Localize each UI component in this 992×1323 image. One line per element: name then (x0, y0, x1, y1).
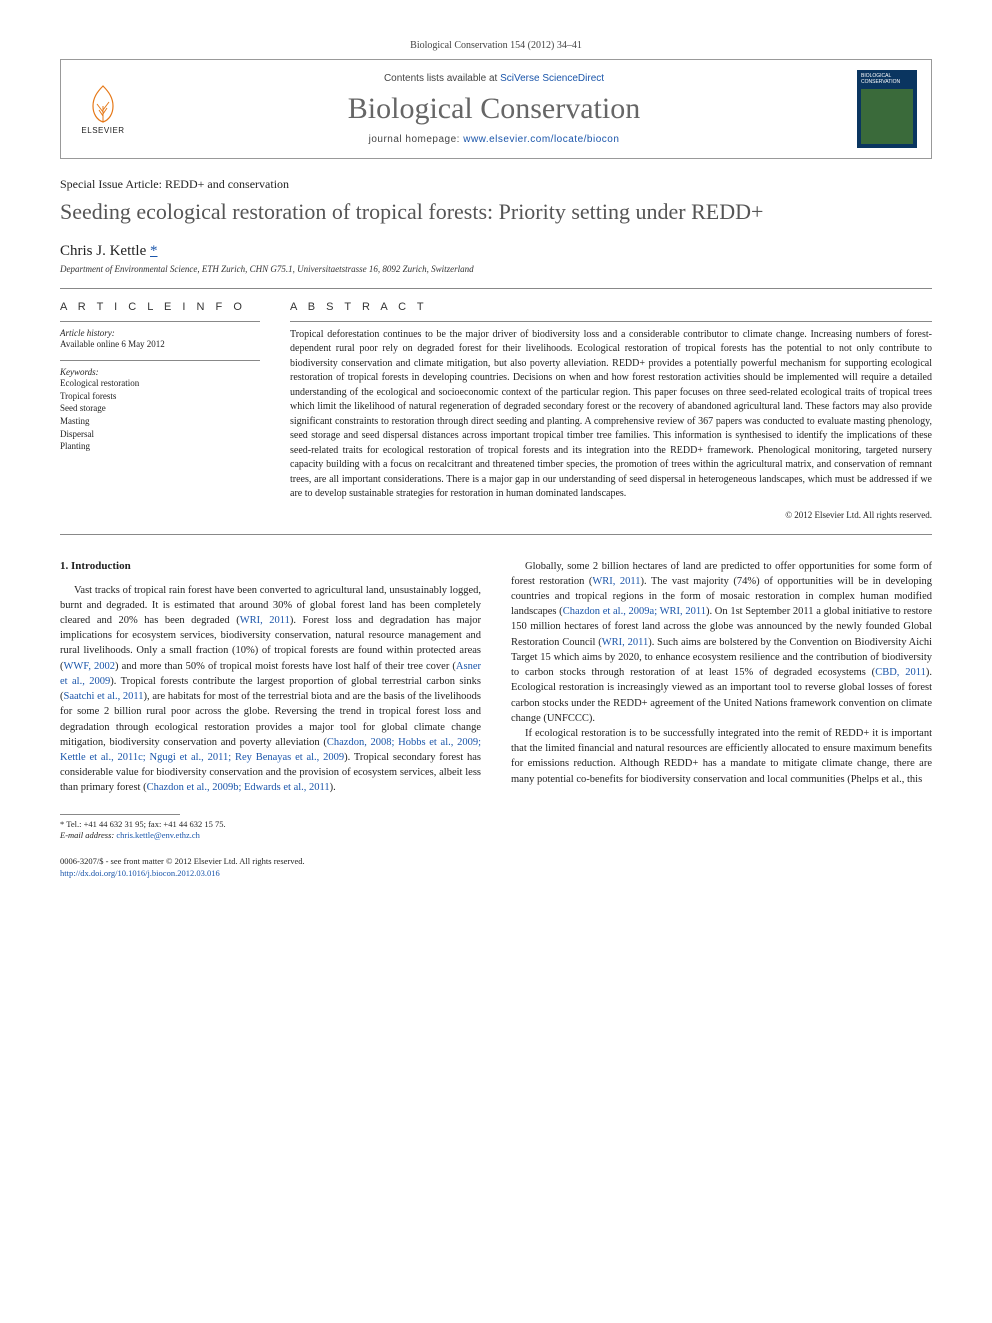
citation-link[interactable]: Saatchi et al., 2011 (64, 691, 144, 702)
journal-header: ELSEVIER Contents lists available at Sci… (60, 59, 932, 159)
keyword-item: Seed storage (60, 402, 260, 415)
journal-homepage: journal homepage: www.elsevier.com/locat… (131, 134, 857, 145)
footer-issn: 0006-3207/$ - see front matter © 2012 El… (60, 856, 932, 868)
history-text: Available online 6 May 2012 (60, 338, 260, 351)
contents-prefix: Contents lists available at (384, 73, 500, 84)
section-heading: 1. Introduction (60, 559, 481, 575)
keyword-item: Tropical forests (60, 390, 260, 403)
citation-link[interactable]: Chazdon et al., 2009b; Edwards et al., 2… (147, 782, 330, 793)
footnote-tel: * Tel.: +41 44 632 31 95; fax: +41 44 63… (60, 819, 932, 831)
footnote-email-link[interactable]: chris.kettle@env.ethz.ch (116, 830, 200, 840)
article-title: Seeding ecological restoration of tropic… (60, 198, 932, 227)
article-info-column: A R T I C L E I N F O Article history: A… (60, 301, 260, 520)
citation-link[interactable]: WRI, 2011 (592, 576, 640, 587)
author-text: Chris J. Kettle (60, 243, 146, 259)
body-paragraph: Globally, some 2 billion hectares of lan… (511, 559, 932, 726)
sciencedirect-link[interactable]: SciVerse ScienceDirect (500, 73, 604, 84)
citation-link[interactable]: WWF, 2002 (64, 661, 116, 672)
keyword-item: Masting (60, 415, 260, 428)
homepage-link[interactable]: www.elsevier.com/locate/biocon (463, 134, 619, 145)
citation-link[interactable]: CBD, 2011 (875, 667, 926, 678)
citation-link[interactable]: Chazdon et al., 2009a; WRI, 2011 (563, 606, 706, 617)
footer-doi-link[interactable]: http://dx.doi.org/10.1016/j.biocon.2012.… (60, 868, 220, 878)
abstract-column: A B S T R A C T Tropical deforestation c… (290, 301, 932, 520)
corresponding-author-link[interactable]: * (150, 243, 158, 259)
citation-link[interactable]: WRI, 2011 (602, 637, 648, 648)
keyword-item: Planting (60, 440, 260, 453)
elsevier-tree-icon (83, 84, 123, 124)
abstract-text: Tropical deforestation continues to be t… (290, 321, 932, 502)
body-paragraph: If ecological restoration is to be succe… (511, 726, 932, 787)
elsevier-wordmark: ELSEVIER (81, 126, 124, 135)
footnote-separator (60, 814, 180, 815)
cover-image-icon (861, 89, 913, 144)
top-citation: Biological Conservation 154 (2012) 34–41 (60, 40, 932, 51)
article-info-head: A R T I C L E I N F O (60, 301, 260, 313)
body-text: ) and more than 50% of tropical moist fo… (115, 661, 456, 672)
cover-title: BIOLOGICAL CONSERVATION (861, 74, 913, 85)
keywords-label: Keywords: (60, 367, 260, 377)
homepage-prefix: journal homepage: (369, 134, 464, 145)
author-name: Chris J. Kettle * (60, 243, 932, 260)
history-label: Article history: (60, 328, 260, 338)
elsevier-logo: ELSEVIER (75, 84, 131, 135)
footnote-email-label: E-mail address: (60, 830, 116, 840)
journal-name: Biological Conservation (131, 92, 857, 126)
journal-cover-thumb: BIOLOGICAL CONSERVATION (857, 70, 917, 148)
keyword-item: Ecological restoration (60, 377, 260, 390)
contents-available: Contents lists available at SciVerse Sci… (131, 73, 857, 84)
divider (60, 288, 932, 289)
abstract-head: A B S T R A C T (290, 301, 932, 313)
divider (60, 534, 932, 535)
body-text: ). (330, 782, 336, 793)
affiliation: Department of Environmental Science, ETH… (60, 264, 932, 274)
body-paragraph: Vast tracks of tropical rain forest have… (60, 583, 481, 796)
abstract-copyright: © 2012 Elsevier Ltd. All rights reserved… (290, 510, 932, 520)
body-text: If ecological restoration is to be succe… (511, 728, 932, 785)
body-columns: 1. Introduction Vast tracks of tropical … (60, 559, 932, 796)
citation-link[interactable]: WRI, 2011 (240, 615, 290, 626)
page-footer: 0006-3207/$ - see front matter © 2012 El… (60, 856, 932, 880)
special-issue-label: Special Issue Article: REDD+ and conserv… (60, 177, 932, 192)
corresponding-footnote: * Tel.: +41 44 632 31 95; fax: +41 44 63… (60, 819, 932, 843)
keyword-item: Dispersal (60, 428, 260, 441)
